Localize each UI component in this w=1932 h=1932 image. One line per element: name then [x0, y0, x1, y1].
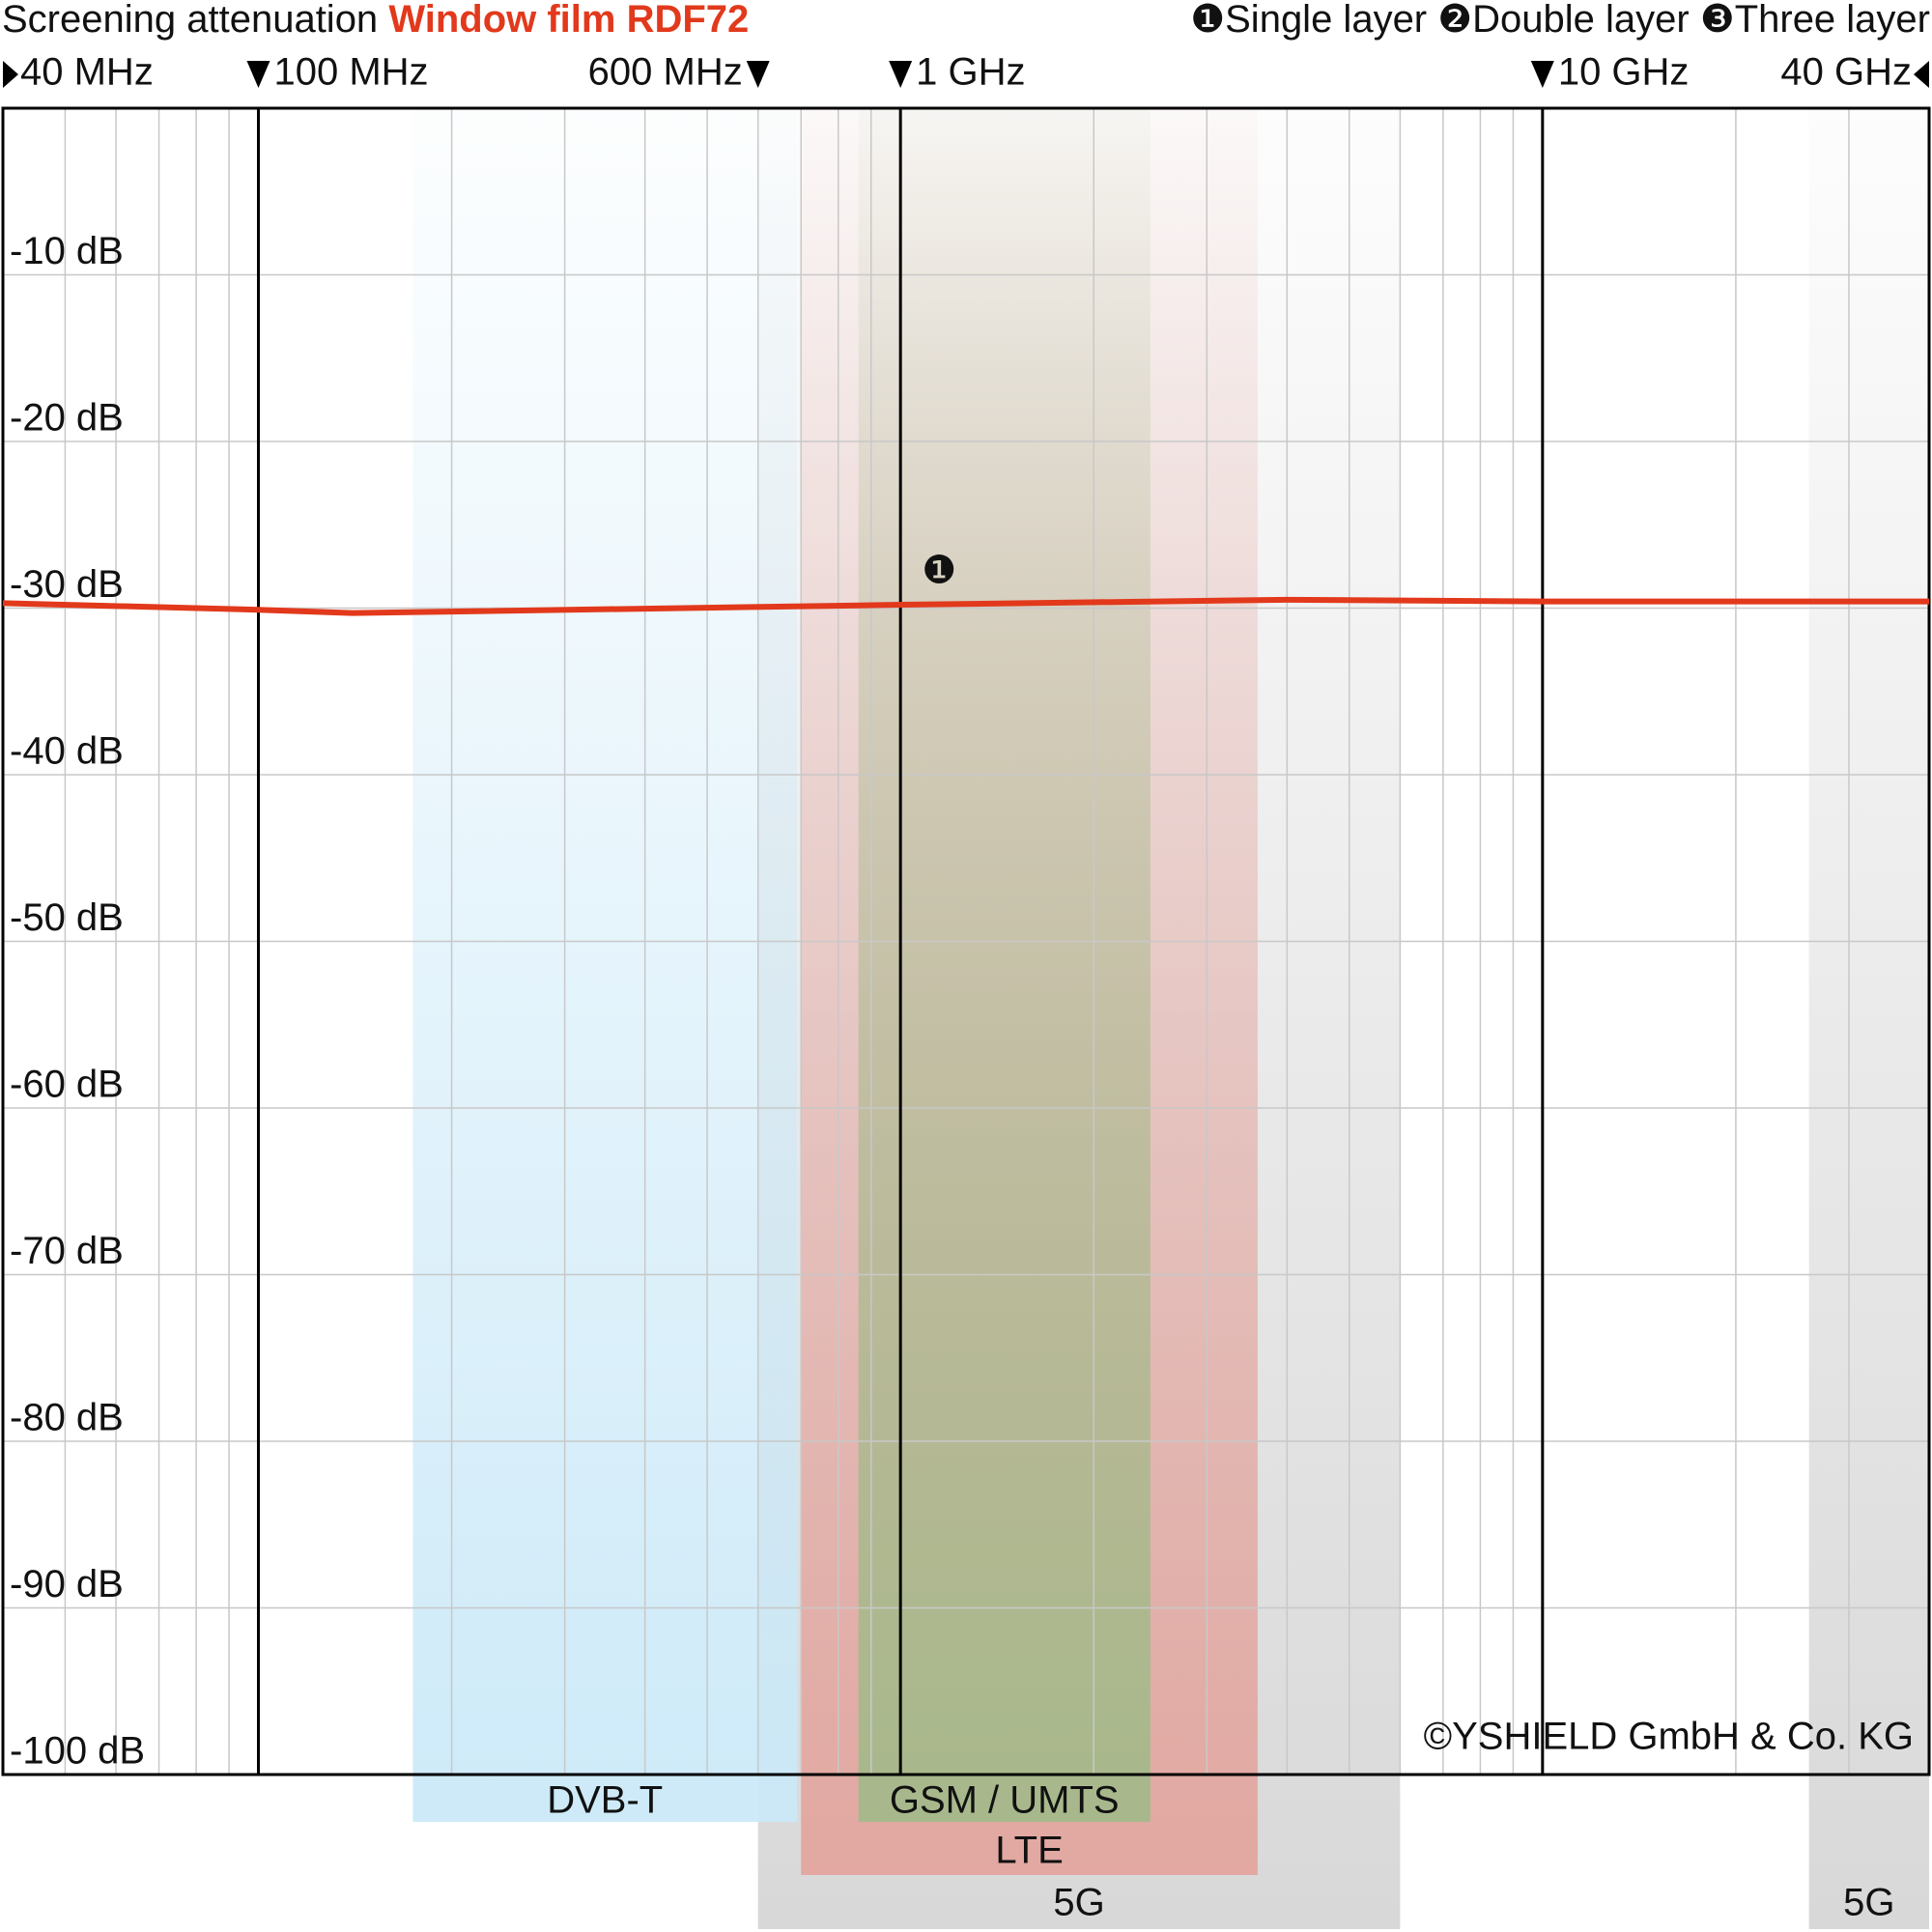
- band: [412, 108, 798, 1822]
- x-tick-label: 10 GHz: [1558, 51, 1690, 94]
- y-tick-label: -10 dB: [10, 230, 124, 272]
- tick-pointer: [1914, 61, 1929, 88]
- tick-pointer: [889, 61, 913, 88]
- x-tick-label: 600 MHz: [588, 51, 743, 94]
- y-tick-label: -40 dB: [10, 730, 124, 773]
- band-label: 5G: [1843, 1882, 1894, 1924]
- legend-symbol: ❶: [1190, 0, 1225, 41]
- band-label: GSM / UMTS: [890, 1779, 1120, 1822]
- x-tick-label: 40 GHz: [1780, 51, 1912, 94]
- y-tick-label: -50 dB: [10, 896, 124, 939]
- legend: ❶Single layer ❷Double layer ❸Three layer: [1190, 0, 1930, 41]
- tick-pointer: [1530, 61, 1554, 88]
- title: Screening attenuation: [2, 0, 378, 41]
- y-tick-label: -30 dB: [10, 563, 124, 606]
- series-annotation: ❶: [922, 550, 956, 592]
- legend-symbol: ❷: [1437, 0, 1472, 41]
- band-label: DVB-T: [547, 1779, 663, 1822]
- marks: ❶: [2, 550, 1929, 616]
- frequency-bands: 5G 5G LTE DVB-T GSM / UMTS: [412, 108, 1929, 1929]
- legend-label: Three layer: [1735, 0, 1930, 41]
- legend-label: Single layer: [1225, 0, 1427, 41]
- band-label: 5G: [1053, 1882, 1104, 1924]
- y-tick-label: -90 dB: [10, 1563, 124, 1605]
- legend-symbol: ❸: [1700, 0, 1735, 41]
- y-tick-label: -70 dB: [10, 1230, 124, 1272]
- tick-pointer: [3, 61, 18, 88]
- plot-frame: [1, 106, 1931, 1776]
- band: [1808, 108, 1929, 1929]
- x-tick-label: 1 GHz: [916, 51, 1025, 94]
- y-tick-label: -20 dB: [10, 397, 124, 440]
- band-label: LTE: [995, 1830, 1063, 1872]
- legend-label: Double layer: [1472, 0, 1690, 41]
- x-tick-label: 100 MHz: [273, 51, 428, 94]
- y-tick-label: -60 dB: [10, 1064, 124, 1106]
- chart-title: Screening attenuation Window film RDF72: [2, 0, 749, 41]
- product-name: Window film RDF72: [388, 0, 749, 41]
- x-tick-label: 40 MHz: [20, 51, 154, 94]
- tick-pointer: [746, 61, 770, 88]
- grid: -10 dB -20 dB -30 dB -40 dB -50 dB -60 dB -70 …: [1, 51, 1931, 1776]
- band: [858, 108, 1151, 1822]
- copyright: ©YSHIELD GmbH & Co. KG: [1424, 1716, 1914, 1758]
- y-tick-label: -80 dB: [10, 1397, 124, 1439]
- series-line: [2, 596, 1929, 616]
- tick-pointer: [246, 61, 270, 88]
- y-tick-label: -100 dB: [10, 1730, 145, 1773]
